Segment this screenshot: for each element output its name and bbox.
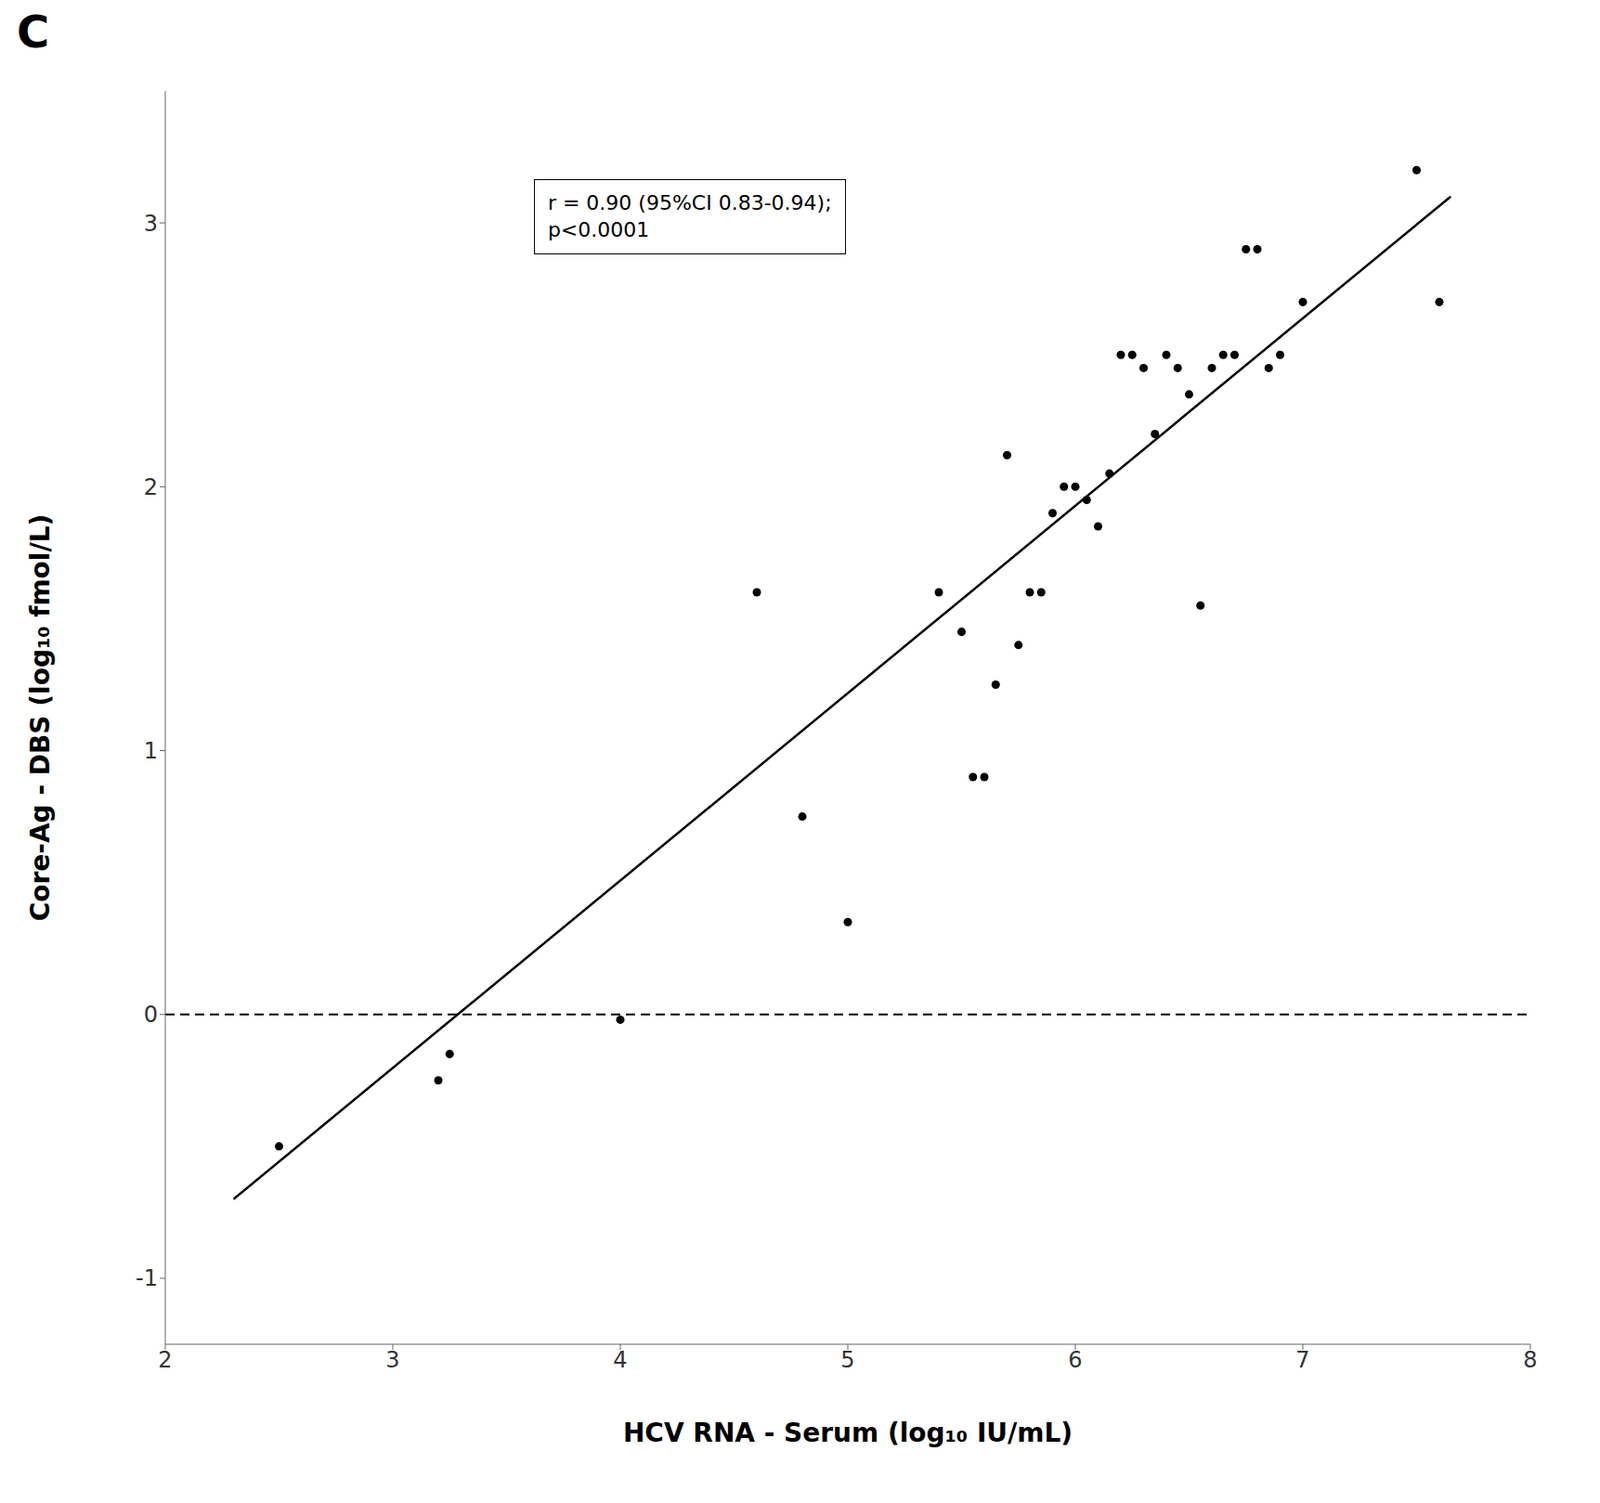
svg-text:Core-Ag - DBS (log₁₀ fmol/L): Core-Ag - DBS (log₁₀ fmol/L) bbox=[25, 514, 56, 923]
svg-text:4: 4 bbox=[612, 1347, 627, 1374]
svg-text:8: 8 bbox=[1522, 1347, 1537, 1374]
svg-text:2: 2 bbox=[143, 474, 158, 501]
svg-text:3: 3 bbox=[143, 210, 158, 237]
svg-text:2: 2 bbox=[157, 1347, 172, 1374]
svg-text:0: 0 bbox=[143, 1001, 158, 1028]
svg-text:HCV RNA - Serum (log₁₀ IU/mL): HCV RNA - Serum (log₁₀ IU/mL) bbox=[623, 1417, 1073, 1449]
svg-text:1: 1 bbox=[143, 738, 158, 765]
svg-text:5: 5 bbox=[840, 1347, 855, 1374]
svg-text:3: 3 bbox=[385, 1347, 400, 1374]
html-text:C: C bbox=[16, 5, 50, 58]
svg-text:7: 7 bbox=[1295, 1347, 1310, 1374]
svg-text:-1: -1 bbox=[135, 1265, 158, 1292]
svg-text:6: 6 bbox=[1067, 1347, 1082, 1374]
html-text:r = 0.90 (95%CI 0.83-0.94); p<: r = 0.90 (95%CI 0.83-0.94); p<0.0001 bbox=[547, 190, 832, 242]
